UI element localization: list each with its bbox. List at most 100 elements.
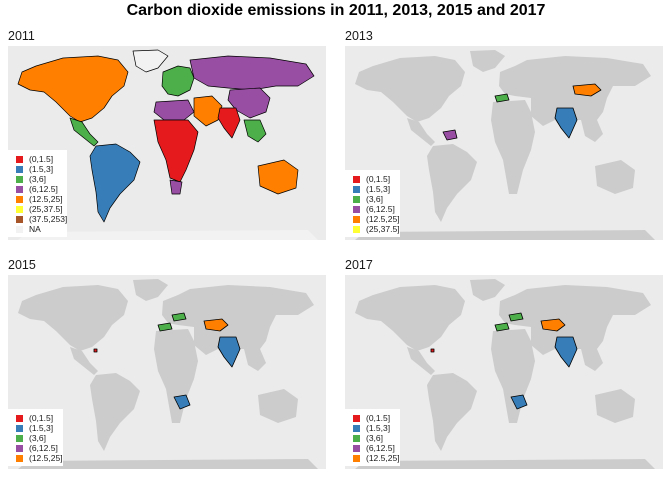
region-south-america [89,143,141,223]
land-greenland [470,50,505,72]
world-map-2015 [18,279,318,469]
legend-swatch [16,225,23,233]
world-map-2013 [355,50,655,240]
land-africa [154,329,198,423]
region-middle-east [193,95,223,127]
land-antarctica [18,459,318,469]
region-venezuela [442,129,458,141]
map-panel-2011: (0,1.5] (1.5,3] (3,6] (6,12.5] (12.5,25]… [8,46,326,240]
legend-label: (25,37.5] [366,224,400,234]
legend-label: (0,1.5] [366,413,391,423]
region-greenland [132,49,169,73]
region-india [554,107,578,139]
legend-2013: (0,1.5] (1.5,3] (3,6] (6,12.5] (12.5,25]… [345,170,400,237]
legend-swatch [16,424,23,432]
legend-item: (3,6] [16,433,63,443]
land-greenland [133,279,168,301]
world-map-2017 [355,279,655,469]
legend-label: (6,12.5] [366,204,395,214]
chart-title: Carbon dioxide emissions in 2011, 2013, … [126,2,546,19]
land-central-america [407,347,435,375]
legend-label: (12.5,25] [366,453,400,463]
land-central-america [70,347,98,375]
legend-label: (6,12.5] [366,443,395,453]
legend-item: (1.5,3] [16,164,67,174]
legend-label: (6,12.5] [29,443,58,453]
legend-label: (3,6] [29,174,47,184]
panel-title-2017: 2017 [345,258,373,272]
land-antarctica [355,230,655,240]
legend-swatch [16,185,23,193]
legend-swatch [16,205,23,213]
legend-label: (3,6] [366,194,384,204]
region-antarctica [18,230,318,240]
legend-2015: (0,1.5] (1.5,3] (3,6] (6,12.5] (12.5,25] [8,409,63,466]
region-sub-saharan-africa [153,119,199,183]
legend-item: (37.5,253] [16,214,67,224]
region-north-america [17,55,129,123]
legend-label: (1.5,3] [29,164,54,174]
region-north-africa [153,99,195,121]
legend-swatch [353,225,360,233]
legend-item: (25,37.5] [16,204,67,214]
region-ukraine [171,312,187,322]
region-china [227,87,271,119]
legend-label: (0,1.5] [29,154,54,164]
legend-item: (6,12.5] [16,184,67,194]
legend-label: (1.5,3] [366,423,391,433]
legend-swatch [353,444,360,452]
legend-swatch [16,414,23,422]
land-australia [595,160,635,194]
region-southern-africa [510,394,528,410]
land-north-america [18,285,128,351]
legend-label: (25,37.5] [29,204,63,214]
legend-item: (3,6] [16,174,67,184]
legend-label: (3,6] [29,433,47,443]
panel-title-2011: 2011 [8,29,35,43]
legend-label: (37.5,253] [29,214,68,224]
region-turkey [157,322,173,332]
legend-label: NA [29,224,41,234]
panel-title-2013: 2013 [345,29,373,43]
land-australia [595,389,635,423]
legend-label: (0,1.5] [366,174,391,184]
legend-swatch [353,215,360,223]
land-central-america [407,118,435,146]
region-india [217,336,241,368]
map-panel-2017: (0,1.5] (1.5,3] (3,6] (6,12.5] (12.5,25] [345,275,663,469]
map-panel-2013: (0,1.5] (1.5,3] (3,6] (6,12.5] (12.5,25]… [345,46,663,240]
land-antarctica [355,459,655,469]
legend-item: (3,6] [353,194,400,204]
region-india [554,336,578,368]
legend-swatch [16,434,23,442]
legend-2017: (0,1.5] (1.5,3] (3,6] (6,12.5] (12.5,25] [345,409,400,466]
legend-item: (1.5,3] [353,423,400,433]
world-map-2011 [17,49,318,240]
legend-item: (6,12.5] [16,443,63,453]
legend-item: (12.5,25] [353,453,400,463]
region-europe [161,65,195,97]
legend-swatch [353,205,360,213]
region-south-africa [169,179,183,195]
region-central-asia [540,318,566,332]
legend-item: (12.5,25] [16,194,67,204]
legend-swatch [16,195,23,203]
legend-label: (1.5,3] [29,423,54,433]
legend-label: (12.5,25] [29,453,63,463]
land-eurasia [162,285,314,371]
legend-swatch [353,175,360,183]
legend-2011: (0,1.5] (1.5,3] (3,6] (6,12.5] (12.5,25]… [8,150,68,237]
legend-label: (3,6] [366,433,384,443]
legend-item: (0,1.5] [16,154,67,164]
region-caribbean [93,348,98,353]
region-turkey [494,322,510,332]
legend-swatch [353,185,360,193]
legend-swatch [16,155,23,163]
legend-label: (12.5,25] [366,214,400,224]
legend-label: (0,1.5] [29,413,54,423]
legend-swatch [16,454,23,462]
legend-item: (12.5,25] [353,214,400,224]
legend-item: (0,1.5] [353,413,400,423]
region-caribbean [430,348,435,353]
land-north-america [355,56,465,122]
